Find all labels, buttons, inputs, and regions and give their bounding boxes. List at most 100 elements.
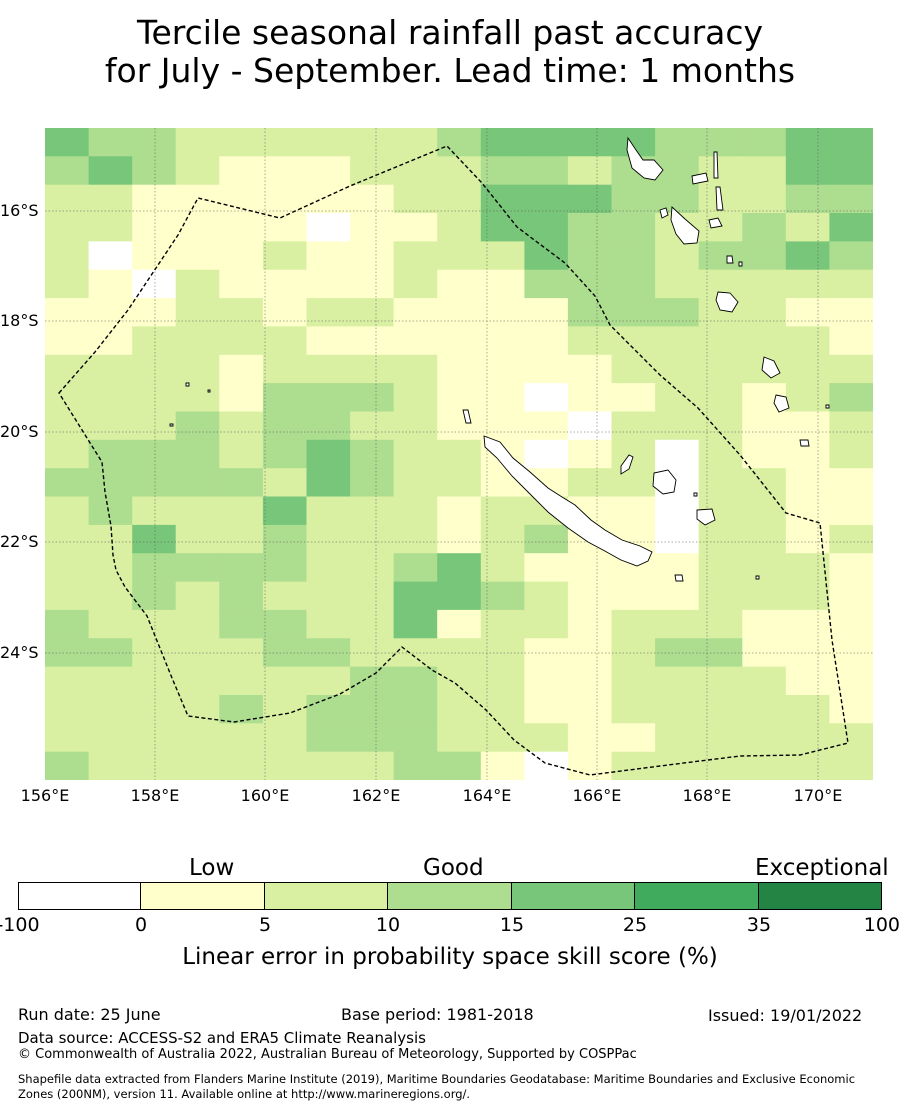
grid-cell [742, 184, 787, 214]
colorbar-swatch [141, 882, 265, 910]
grid-cell [262, 553, 308, 583]
grid-cell [350, 496, 395, 526]
grid-cell [306, 553, 351, 583]
grid-cell [829, 298, 873, 327]
colorbar-tick: 25 [622, 914, 648, 936]
grid-cell [88, 411, 133, 441]
grid-cell [785, 269, 830, 299]
grid-cell [306, 524, 351, 554]
grid-cell [480, 269, 525, 299]
grid-cell [393, 609, 438, 639]
grid-cell [611, 184, 656, 214]
grid-cell [611, 439, 656, 469]
land-masses [169, 136, 830, 582]
grid-cell [437, 609, 482, 639]
grid-cell [88, 723, 133, 753]
grid-cell [175, 269, 220, 299]
grid-cell [132, 128, 177, 157]
colorbar-swatch [18, 882, 141, 910]
grid-cell [132, 468, 177, 498]
grid-cell [829, 723, 873, 753]
grid-cell [175, 553, 220, 583]
grid-cell [88, 751, 133, 780]
grid-cell [567, 383, 613, 412]
malekula-island [670, 206, 700, 245]
grid-cell [437, 383, 482, 412]
grid-cell [350, 298, 395, 327]
small-islet [825, 404, 830, 409]
tanna-island [761, 356, 781, 379]
grid-cell [132, 298, 177, 327]
grid-cell [306, 298, 351, 327]
grid-cell [785, 468, 830, 498]
grid-cell [175, 326, 220, 356]
grid-cell [45, 298, 90, 327]
grid-cell [88, 269, 133, 299]
grid-cell [655, 666, 700, 696]
run-date: Run date: 25 June [18, 1005, 161, 1024]
grid-cell [785, 383, 830, 412]
grid-cell [175, 751, 220, 780]
lon-label-170e: 170°E [793, 786, 843, 805]
grid-cell [437, 723, 482, 753]
grid-cell [524, 128, 569, 157]
grid-cell [437, 695, 482, 724]
grid-cell [611, 581, 656, 611]
grid-cell [88, 609, 133, 639]
title-line-1: Tercile seasonal rainfall past accuracy [136, 13, 764, 52]
grid-cell [524, 666, 569, 696]
grid-cell [437, 298, 482, 327]
grid-cell [655, 269, 700, 299]
grid-cell [655, 609, 700, 639]
grid-cell [524, 326, 569, 356]
grid-cell [785, 609, 830, 639]
grid-cell [567, 213, 613, 242]
grid-cell [611, 468, 656, 498]
grid-cell [350, 241, 395, 271]
grid-cell [785, 695, 830, 724]
grid-cell [132, 354, 177, 384]
grid-cell [480, 156, 525, 186]
grid-cell [306, 156, 351, 186]
grid-cell [132, 553, 177, 583]
grid-cell [785, 184, 830, 214]
grid-cell [437, 269, 482, 299]
grid-cell [132, 695, 177, 724]
ambrym-island [708, 217, 723, 229]
grid-cell [785, 298, 830, 327]
grid-cell [742, 326, 787, 356]
grid-cell [132, 751, 177, 780]
grid-cell [655, 723, 700, 753]
grid-cell [45, 241, 90, 271]
grid-cell [306, 184, 351, 214]
grid-cell [742, 439, 787, 469]
grid-cell [88, 213, 133, 242]
grid-cell [829, 411, 873, 441]
grid-cell [524, 298, 569, 327]
grid-cell [262, 496, 308, 526]
grid-cell [742, 666, 787, 696]
grid-cell [437, 553, 482, 583]
grid-cell [742, 695, 787, 724]
grid-cell [742, 581, 787, 611]
grid-cell [480, 128, 525, 157]
copyright-notice: © Commonwealth of Australia 2022, Austra… [18, 1047, 637, 1062]
small-islet [659, 207, 669, 219]
grid-cell [437, 128, 482, 157]
grid-cell [306, 581, 351, 611]
grid-cell [262, 326, 308, 356]
colorbar-swatch [512, 882, 635, 910]
grid-cell [393, 695, 438, 724]
grid-cell [88, 439, 133, 469]
grid-cell [480, 666, 525, 696]
grid-cell [393, 581, 438, 611]
grid-cell [437, 184, 482, 214]
grid-cell [175, 241, 220, 271]
grid-cell [175, 156, 220, 186]
grid-cell [567, 298, 613, 327]
grid-cell [393, 156, 438, 186]
grid-cell [524, 213, 569, 242]
grid-cell [655, 496, 700, 526]
grid-cell [611, 496, 656, 526]
grid-cell [306, 666, 351, 696]
